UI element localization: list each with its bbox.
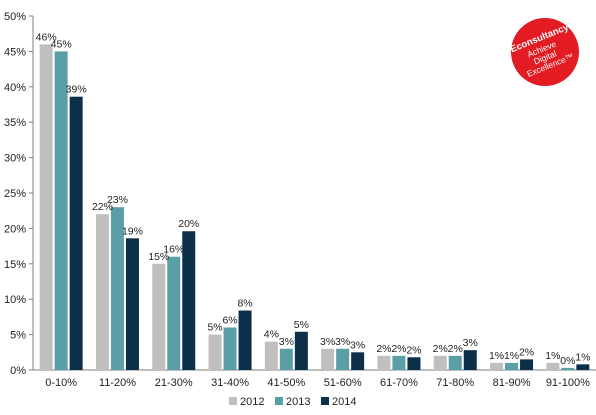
y-tick-label: 30% [4, 153, 26, 165]
x-tick-label: 81-90% [493, 377, 531, 389]
data-label-2014: 3% [463, 337, 478, 349]
data-label-2013: 16% [163, 244, 184, 256]
bar-2012 [377, 356, 390, 370]
x-tick-label: 21-30% [155, 377, 193, 389]
y-tick-label: 20% [4, 223, 26, 235]
legend-swatch-2014 [321, 397, 329, 405]
bar-2013 [449, 356, 462, 370]
data-label-2014: 39% [66, 84, 87, 96]
bar-2014 [70, 97, 83, 370]
x-tick-label: 61-70% [380, 377, 418, 389]
bar-2012 [209, 335, 222, 370]
y-axis: 0% 5% 10% 15% 20% 25% 30% 35% 40% 45% 50% [4, 11, 33, 377]
data-label-2013: 3% [279, 336, 294, 348]
bar-2012 [321, 349, 334, 370]
data-label-2013: 6% [222, 315, 237, 327]
data-label-2014: 3% [350, 339, 365, 351]
data-label-2012: 2% [433, 343, 448, 355]
data-label-2012: 4% [264, 329, 279, 341]
x-tick-label: 41-50% [267, 377, 305, 389]
data-label-2013: 23% [107, 194, 128, 206]
y-tick-label: 0% [10, 365, 26, 377]
data-label-2014: 2% [519, 346, 534, 358]
bar-2013 [336, 349, 349, 370]
data-label-2014: 20% [178, 218, 199, 230]
bar-2012 [490, 363, 503, 370]
data-label-2012: 5% [207, 322, 222, 334]
bar-2012 [152, 264, 165, 370]
bar-2012 [96, 214, 109, 370]
bars [40, 44, 590, 370]
data-label-2013: 3% [335, 336, 350, 348]
bar-2013 [167, 257, 180, 370]
data-label-2012: 3% [320, 336, 335, 348]
data-label-2013: 2% [391, 343, 406, 355]
y-tick-label: 10% [4, 294, 26, 306]
y-tick-label: 25% [4, 188, 26, 200]
data-label-2012: 1% [545, 350, 560, 362]
x-tick-label: 91-100% [546, 377, 590, 389]
legend: 2012 2013 2014 [229, 396, 356, 408]
legend-swatch-2013 [275, 397, 283, 405]
x-tick-label: 0-10% [45, 377, 77, 389]
bar-2014 [239, 311, 252, 370]
bar-2012 [40, 44, 53, 370]
bar-2014 [407, 357, 420, 370]
bar-2014 [126, 238, 139, 370]
bar-2014 [351, 352, 364, 370]
y-tick-label: 50% [4, 11, 26, 23]
bar-2012 [434, 356, 447, 370]
data-label-2014: 1% [575, 351, 590, 363]
x-tick-label: 51-60% [324, 377, 362, 389]
bar-2014 [576, 364, 589, 370]
data-label-2014: 19% [122, 225, 143, 237]
bar-2013 [561, 368, 574, 370]
y-tick-label: 5% [10, 330, 26, 342]
y-tick-label: 45% [4, 46, 26, 58]
data-label-2014: 8% [237, 298, 252, 310]
bar-2013 [55, 51, 68, 370]
x-axis: 0-10% 11-20% 21-30% 31-40% 41-50% 51-60% 61-70… [33, 370, 596, 389]
bar-2013 [392, 356, 405, 370]
bar-2012 [265, 342, 278, 370]
data-label-2013: 2% [448, 343, 463, 355]
data-label-2014: 2% [406, 344, 421, 356]
data-label-2013: 1% [504, 350, 519, 362]
legend-swatch-2012 [229, 397, 237, 405]
y-tick-label: 15% [4, 259, 26, 271]
bar-2013 [224, 328, 237, 370]
x-tick-label: 71-80% [436, 377, 474, 389]
legend-label-2013: 2013 [286, 396, 310, 408]
x-tick-label: 11-20% [99, 377, 136, 389]
y-tick-label: 35% [4, 117, 26, 129]
data-label-2012: 1% [489, 350, 504, 362]
econsultancy-logo: Econsultancy Achieve Digital Excellence™ [509, 18, 579, 86]
bar-2014 [520, 359, 533, 370]
data-label-2012: 2% [376, 343, 391, 355]
data-label-2013: 0% [560, 355, 575, 367]
data-label-2013: 45% [51, 38, 72, 50]
bar-2012 [546, 363, 559, 370]
y-tick-label: 40% [4, 82, 26, 94]
x-tick-label: 31-40% [211, 377, 249, 389]
bar-2013 [280, 349, 293, 370]
bar-2013 [505, 363, 518, 370]
bar-2014 [295, 332, 308, 370]
data-label-2014: 5% [294, 319, 309, 331]
legend-label-2012: 2012 [240, 396, 264, 408]
legend-label-2014: 2014 [332, 396, 356, 408]
bar-2014 [464, 350, 477, 370]
